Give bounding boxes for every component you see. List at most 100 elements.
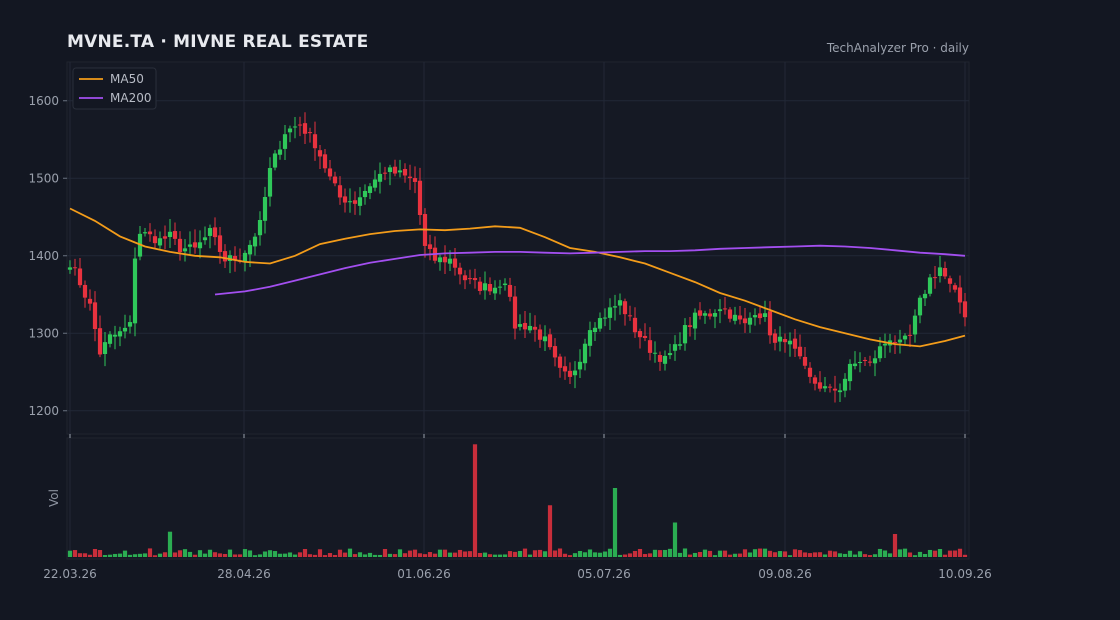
- candle-body: [952, 285, 958, 290]
- volume-bar: [932, 550, 938, 557]
- volume-bar: [192, 554, 198, 557]
- volume-bar: [567, 555, 573, 557]
- volume-bar: [477, 552, 483, 557]
- candle-body: [477, 281, 483, 291]
- volume-bar: [182, 549, 188, 557]
- candle-body: [362, 190, 368, 198]
- volume-bar: [547, 505, 553, 557]
- volume-bar: [252, 555, 258, 557]
- volume-bar: [217, 553, 223, 557]
- volume-bar: [732, 553, 738, 557]
- candle-body: [107, 334, 113, 344]
- volume-bar: [807, 553, 813, 557]
- y-tick-label: 1200: [28, 404, 59, 418]
- candle-body: [262, 197, 268, 221]
- volume-bar: [692, 552, 698, 557]
- candle-body: [382, 172, 388, 174]
- candle-body: [597, 318, 603, 329]
- volume-bar: [552, 550, 558, 557]
- volume-bar: [87, 554, 93, 557]
- volume-bar: [92, 548, 98, 557]
- volume-bar: [837, 553, 843, 557]
- candle-body: [552, 346, 558, 358]
- volume-bar: [72, 550, 78, 557]
- volume-bar: [237, 554, 243, 557]
- volume-bar: [917, 551, 923, 557]
- candle-body: [177, 238, 183, 253]
- volume-bar: [367, 552, 373, 557]
- volume-bar: [662, 549, 668, 557]
- volume-bar: [437, 549, 443, 557]
- candle-body: [212, 227, 218, 238]
- volume-bar: [422, 554, 428, 557]
- candle-body: [217, 235, 223, 252]
- candle-body: [457, 267, 463, 275]
- x-tick-label: 10.09.26: [938, 567, 991, 581]
- volume-bar: [577, 550, 583, 557]
- candle-body: [142, 232, 148, 234]
- volume-bar: [372, 554, 378, 557]
- candle-body: [712, 313, 718, 317]
- candle-body: [317, 150, 323, 157]
- candle-body: [727, 309, 733, 319]
- volume-bar: [677, 552, 683, 557]
- volume-bar: [497, 554, 503, 557]
- volume-bar: [532, 550, 538, 557]
- volume-bar: [347, 548, 353, 557]
- candle-body: [717, 309, 723, 312]
- candle-body: [917, 297, 923, 316]
- candle-body: [817, 382, 823, 389]
- volume-bar: [542, 551, 548, 557]
- volume-bar: [762, 548, 768, 557]
- volume-bar: [122, 550, 128, 557]
- volume-bar: [557, 548, 563, 557]
- candle-body: [352, 200, 358, 204]
- volume-bar: [892, 534, 898, 557]
- candle-body: [792, 338, 798, 349]
- candle-body: [602, 317, 608, 319]
- candle-body: [777, 336, 783, 342]
- volume-bars: [67, 444, 968, 557]
- volume-bar: [642, 554, 648, 557]
- volume-bar: [942, 554, 948, 557]
- candle-body: [97, 328, 103, 355]
- candle-body: [487, 283, 493, 292]
- volume-bar: [387, 553, 393, 557]
- volume-bar: [947, 550, 953, 557]
- candle-body: [787, 340, 793, 345]
- volume-bar: [797, 550, 803, 557]
- volume-bar: [382, 549, 388, 557]
- volume-bar: [207, 549, 213, 557]
- candle-body: [872, 358, 878, 364]
- volume-bar: [712, 555, 718, 557]
- candle-body: [797, 346, 803, 357]
- candle-body: [542, 336, 548, 342]
- volume-bar: [647, 553, 653, 557]
- volume-bar: [827, 550, 833, 557]
- candle-body: [867, 361, 873, 363]
- volume-bar: [447, 552, 453, 557]
- volume-bar: [587, 549, 593, 557]
- candle-body: [962, 301, 968, 318]
- candle-body: [267, 168, 273, 197]
- volume-bar: [202, 553, 208, 557]
- candle-body: [677, 344, 683, 346]
- y-tick-label: 1500: [28, 171, 59, 185]
- volume-bar: [282, 553, 288, 557]
- volume-bar: [622, 554, 628, 557]
- volume-bar: [452, 552, 458, 557]
- volume-bar: [687, 554, 693, 557]
- volume-bar: [77, 553, 83, 557]
- candle-body: [897, 339, 903, 343]
- candle-body: [162, 236, 168, 239]
- volume-bar: [792, 549, 798, 557]
- candle-body: [672, 344, 678, 351]
- volume-bar: [887, 553, 893, 557]
- volume-bar: [912, 555, 918, 557]
- volume-bar: [802, 552, 808, 557]
- candle-body: [82, 284, 88, 298]
- volume-bar: [752, 549, 758, 557]
- candle-body: [812, 377, 818, 384]
- volume-bar: [572, 553, 578, 557]
- volume-bar: [337, 549, 343, 557]
